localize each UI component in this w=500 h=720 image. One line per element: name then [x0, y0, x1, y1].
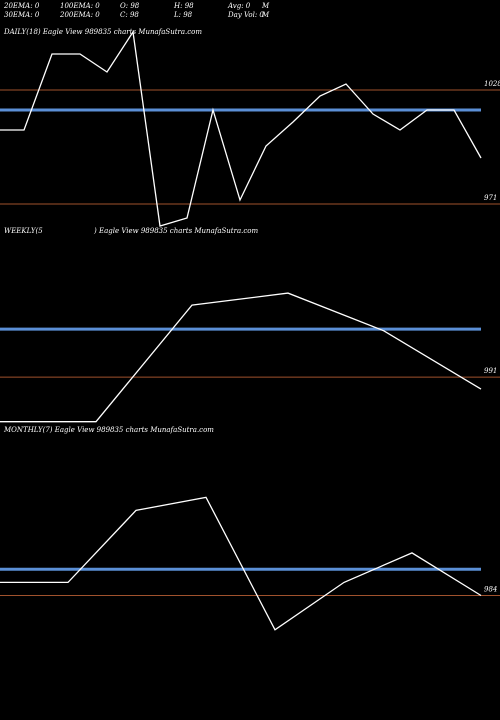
- header-vol-unit: M: [262, 11, 270, 19]
- header-20ema: 20EMA: 0: [4, 2, 40, 10]
- weekly-price-line: [0, 292, 482, 423]
- header-30ema: 30EMA: 0: [4, 11, 40, 19]
- daily-price-line: [0, 30, 482, 227]
- weekly-level-label-0: 991: [484, 367, 497, 375]
- daily-level-label-1: 971: [484, 194, 497, 202]
- weekly-chart-title: WEEKLY(5: [4, 227, 43, 235]
- header-open: O: 98: [120, 2, 140, 10]
- header-100ema: 100EMA: 0: [60, 2, 100, 10]
- header-avg-unit: M: [262, 2, 270, 10]
- header-day-vol: Day Vol: 0: [228, 11, 264, 19]
- header-200ema: 200EMA: 0: [60, 11, 100, 19]
- header-avg: Avg: 0: [228, 2, 251, 10]
- header-high: H: 98: [174, 2, 194, 10]
- daily-level-label-0: 1028: [484, 80, 500, 88]
- monthly-chart-title: MONTHLY(7) Eagle View 989835 charts Muna…: [4, 426, 214, 434]
- header-low: L: 98: [174, 11, 193, 19]
- monthly-level-label-0: 984: [484, 585, 497, 593]
- monthly-price-line: [0, 496, 482, 631]
- weekly-chart-title-suffix: ) Eagle View 989835 charts MunafaSutra.c…: [94, 227, 259, 235]
- header-close: C: 98: [120, 11, 139, 19]
- daily-chart-title: DAILY(18) Eagle View 989835 charts Munaf…: [4, 28, 203, 36]
